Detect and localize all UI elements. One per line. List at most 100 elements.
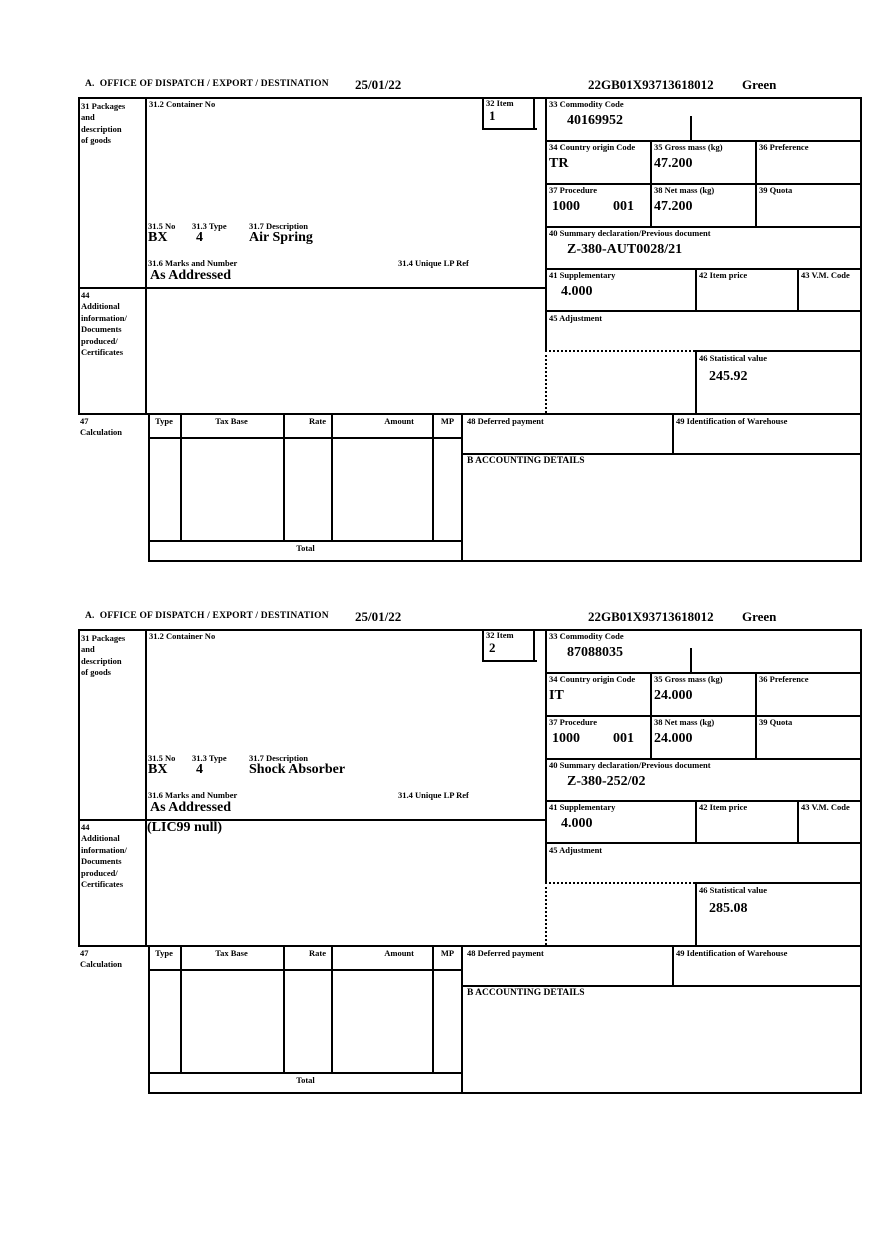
grid-line [695,882,697,945]
mrn-value: 22GB01X93713618012 [588,609,714,624]
grid-line [690,116,692,140]
grid-line [432,945,434,1072]
calc-header-rate: Rate [309,948,326,958]
office-of-dispatch-label: A. OFFICE OF DISPATCH / EXPORT / DESTINA… [85,79,329,89]
grid-line [283,413,285,540]
adjustment-label: 45 Adjustment [549,313,603,323]
grid-line [545,226,862,228]
calc-header-tax-base: Tax Base [215,416,248,426]
grid-line [78,629,80,945]
net-mass-value: 24.000 [654,731,693,746]
grid-line [148,1072,463,1074]
accounting-details-label: B ACCOUNTING DETAILS [467,988,585,998]
grid-line [180,413,182,540]
grid-line [148,945,150,1094]
unique-lp-ref-label: 31.4 Unique LP Ref [398,790,469,800]
adjustment-label: 45 Adjustment [549,845,603,855]
calc-header-tax-base: Tax Base [215,948,248,958]
additional-info-label: 44 Additional information/ Documents pro… [81,822,127,890]
item-price-label: 42 Item price [699,270,748,280]
mrn-value: 22GB01X93713618012 [588,77,714,92]
gross-mass-value: 47.200 [654,156,693,171]
grid-line [650,672,652,715]
grid-line [755,715,757,758]
grid-line [78,287,545,289]
grid-line [755,140,757,183]
grid-line [695,350,697,413]
previous-document-label: 40 Summary declaration/Previous document [549,760,711,770]
grid-line [545,672,862,674]
grid-line [533,97,535,130]
grid-line [461,453,862,455]
grid-line [461,413,463,562]
grid-line [545,183,862,185]
gross-mass-label: 35 Gross mass (kg) [654,674,723,684]
warehouse-id-label: 49 Identification of Warehouse [676,948,788,958]
grid-line [545,842,862,844]
grid-line [78,819,545,821]
preference-label: 36 Preference [759,674,809,684]
country-origin-value: IT [549,688,564,703]
grid-line [78,629,862,631]
procedure-code2-value: 001 [613,731,634,746]
grid-line [283,945,285,1072]
procedure-label: 37 Procedure [549,185,598,195]
packages-description-label: 31 Packages and description of goods [81,633,126,678]
accounting-details-label: B ACCOUNTING DETAILS [467,456,585,466]
commodity-code-value: 40169952 [567,113,623,128]
procedure-value: 1000 [552,199,580,214]
vm-code-label: 43 V.M. Code [801,802,850,812]
net-mass-label: 38 Net mass (kg) [654,185,715,195]
grid-line [695,350,862,352]
grid-line [695,882,862,884]
item-number-value: 1 [489,108,496,123]
calc-header-type: Type [155,948,173,958]
grid-line [695,800,697,842]
packages-type-label: 31.3 Type [192,221,227,231]
grid-line [78,97,862,99]
grid-line [482,629,484,662]
procedure-label: 37 Procedure [549,717,598,727]
grid-line [755,672,757,715]
grid-line [545,800,862,802]
declaration-date: 25/01/22 [355,609,402,624]
calculation-label: 47 Calculation [80,948,123,970]
total-label: Total [296,543,315,553]
total-label: Total [296,1075,315,1085]
item-box-label: 32 Item [486,98,514,108]
grid-line [180,945,182,1072]
calc-header-amount: Amount [384,416,414,426]
grid-line [545,268,862,270]
grid-line [860,97,862,562]
supplementary-value: 4.000 [561,284,593,299]
grid-line [148,413,150,562]
previous-document-value: Z-380-AUT0028/21 [567,242,683,257]
grid-line [331,413,333,540]
grid-line [148,540,463,542]
quota-label: 39 Quota [759,185,793,195]
grid-line [860,629,862,1094]
calculation-label: 47 Calculation [80,416,123,438]
deferred-payment-label: 48 Deferred payment [467,416,544,426]
office-of-dispatch-label: A. OFFICE OF DISPATCH / EXPORT / DESTINA… [85,611,329,621]
commodity-code-label: 33 Commodity Code [549,631,624,641]
grid-line [650,715,652,758]
country-origin-value: TR [549,156,569,171]
calc-header-type: Type [155,416,173,426]
commodity-code-value: 87088035 [567,645,623,660]
procedure-code2-value: 001 [613,199,634,214]
marks-number-label: 31.6 Marks and Number [148,258,238,268]
grid-line [148,969,463,971]
gross-mass-value: 24.000 [654,688,693,703]
dotted-grid-line [545,882,547,945]
container-no-label: 31.2 Container No [149,631,216,641]
packages-type-value: 4 [196,230,203,245]
grid-line [695,268,697,310]
calc-header-mp: MP [440,948,455,958]
statistical-value-value: 245.92 [709,369,748,384]
goods-description-label: 31.7 Description [249,221,309,231]
grid-line [461,985,862,987]
grid-line [690,648,692,672]
